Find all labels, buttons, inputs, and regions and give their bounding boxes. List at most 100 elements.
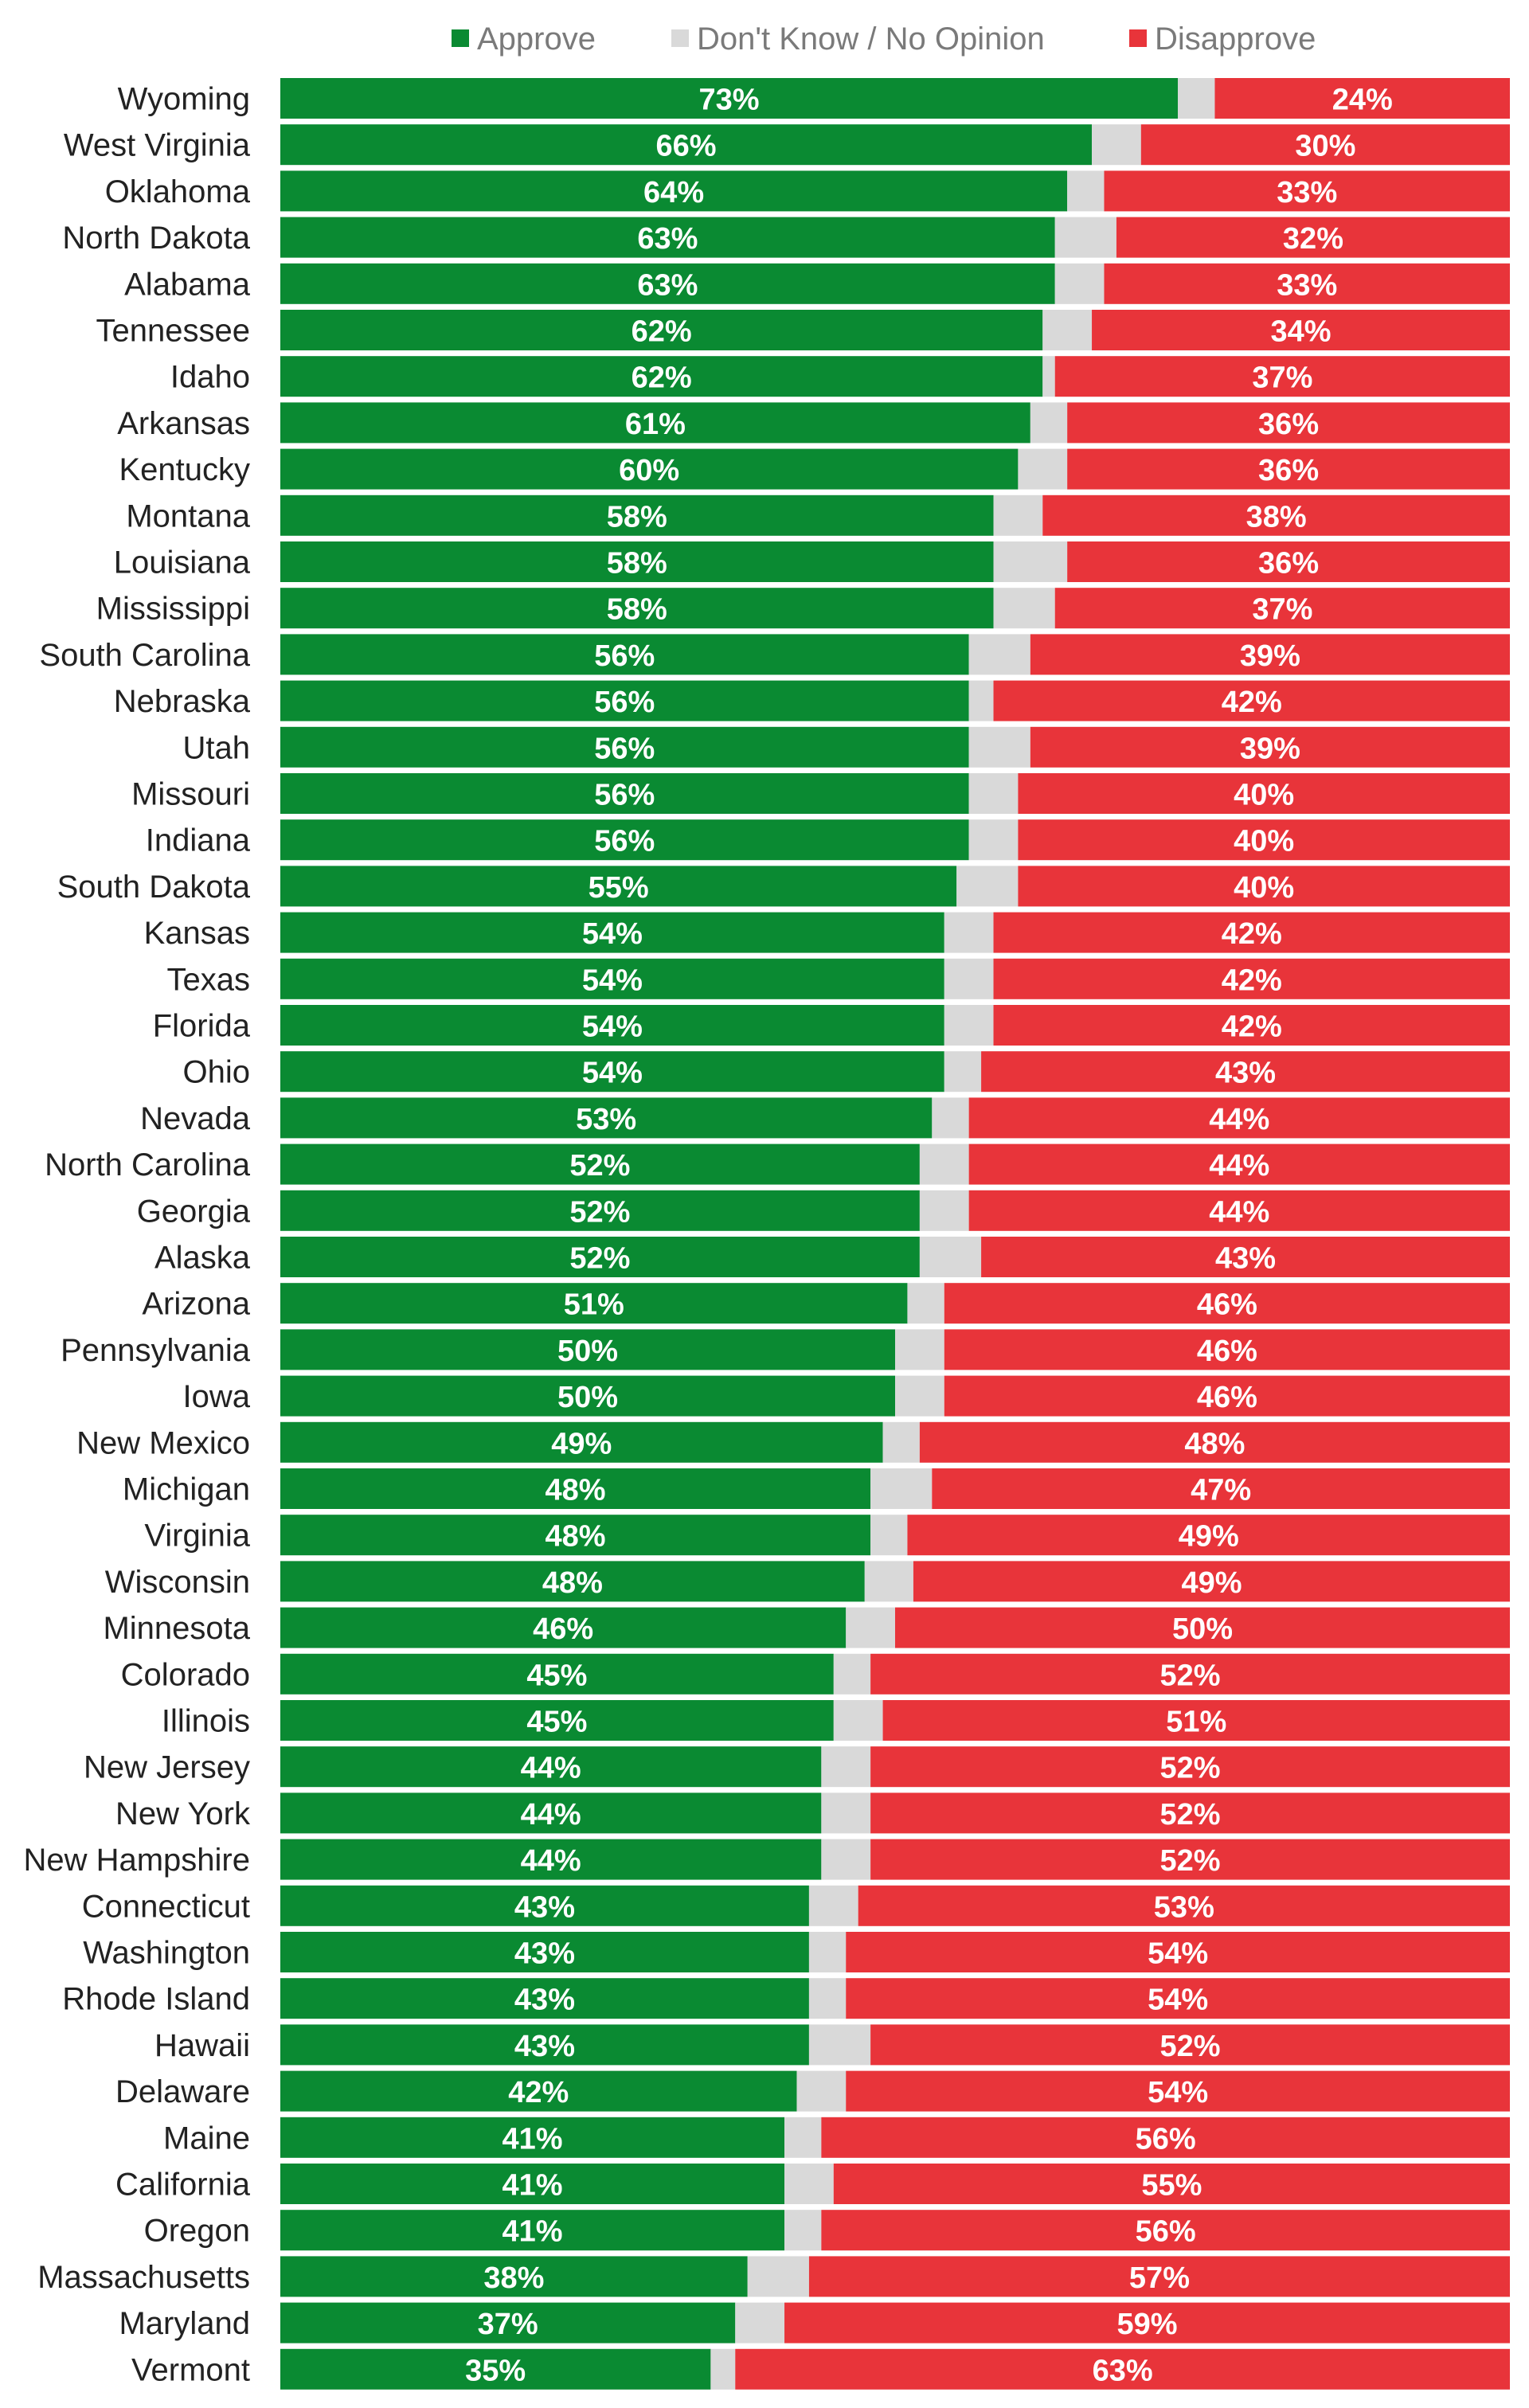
data-label-approve-south-dakota: 55% [589,871,649,905]
legend-swatch-approve [452,29,469,47]
data-label-disapprove-mississippi: 37% [1252,593,1312,627]
bar-disapprove-connecticut [858,1885,1510,1926]
bar-disapprove-vermont [735,2348,1510,2390]
category-label-arizona: Arizona [142,1287,250,1322]
bar-approve-delaware [280,2070,797,2112]
bar-disapprove-indiana [1018,819,1510,861]
category-label-south-carolina: South Carolina [39,638,250,673]
bar-disapprove-new-mexico [919,1421,1510,1463]
data-label-disapprove-montana: 38% [1246,500,1307,534]
category-label-indiana: Indiana [146,823,251,858]
data-label-approve-california: 41% [502,2169,562,2203]
bar-approve-indiana [280,819,969,861]
bar-approve-wisconsin [280,1561,865,1602]
data-label-disapprove-new-mexico: 48% [1184,1427,1245,1460]
bar-disapprove-louisiana [1067,541,1510,582]
bar-disapprove-arkansas [1067,402,1510,444]
bar-dont-know-north-carolina [919,1143,969,1185]
bar-disapprove-alabama [1104,263,1510,304]
category-label-florida: Florida [153,1009,251,1044]
bar-disapprove-south-dakota [1018,866,1510,907]
category-label-wyoming: Wyoming [118,82,250,117]
bar-approve-alabama [280,263,1055,304]
data-label-approve-connecticut: 43% [514,1890,575,1924]
bar-approve-south-dakota [280,866,957,907]
category-label-new-mexico: New Mexico [76,1425,250,1460]
data-label-approve-virginia: 48% [546,1520,606,1554]
bar-dont-know-montana [993,494,1043,536]
category-label-missouri: Missouri [131,777,250,812]
category-label-utah: Utah [183,730,251,765]
data-label-disapprove-oklahoma: 33% [1277,176,1337,209]
data-label-disapprove-louisiana: 36% [1258,547,1319,580]
bar-disapprove-west-virginia [1140,124,1510,166]
bar-dont-know-indiana [968,819,1019,861]
data-label-disapprove-alabama: 33% [1277,268,1337,302]
bar-dont-know-hawaii [808,2024,871,2066]
bar-approve-mississippi [280,588,994,629]
category-label-louisiana: Louisiana [114,545,251,580]
category-label-delaware: Delaware [115,2074,250,2109]
bar-approve-arizona [280,1283,908,1324]
bar-disapprove-tennessee [1092,310,1510,350]
bar-approve-maine [280,2117,785,2158]
data-label-disapprove-hawaii: 52% [1160,2030,1221,2063]
bar-dont-know-massachusetts [747,2256,809,2297]
data-label-disapprove-michigan: 47% [1191,1474,1251,1507]
category-label-kansas: Kansas [144,916,250,951]
data-label-disapprove-nebraska: 42% [1222,686,1282,719]
bar-approve-connecticut [280,1885,809,1926]
bar-dont-know-texas [944,958,994,999]
bar-disapprove-california [833,2164,1510,2204]
bar-disapprove-ohio [981,1051,1510,1093]
bar-dont-know-new-hampshire [821,1839,871,1880]
data-label-disapprove-kansas: 42% [1222,917,1282,951]
bar-dont-know-new-york [821,1792,871,1834]
data-label-disapprove-vermont: 63% [1093,2354,1153,2387]
category-label-vermont: Vermont [131,2352,250,2387]
data-label-approve-michigan: 48% [546,1474,606,1507]
data-label-approve-north-dakota: 63% [637,222,698,256]
bar-disapprove-nevada [968,1097,1510,1139]
data-label-approve-mississippi: 58% [607,593,667,627]
data-label-disapprove-idaho: 37% [1252,362,1312,395]
bar-disapprove-idaho [1054,356,1510,397]
data-label-disapprove-california: 55% [1141,2169,1202,2203]
bar-approve-georgia [280,1190,920,1231]
bar-approve-wyoming [280,78,1179,119]
bar-disapprove-maine [821,2117,1510,2158]
bar-approve-california [280,2164,785,2204]
data-label-disapprove-north-dakota: 32% [1283,222,1343,256]
bar-approve-nevada [280,1097,933,1139]
category-label-tennessee: Tennessee [96,314,250,349]
data-label-approve-maryland: 37% [478,2308,538,2341]
data-label-disapprove-wyoming: 24% [1332,84,1393,117]
data-label-approve-new-mexico: 49% [551,1427,612,1460]
bar-disapprove-arizona [944,1283,1510,1324]
category-label-mississippi: Mississippi [96,592,250,627]
bar-dont-know-wisconsin [864,1561,913,1602]
bar-approve-tennessee [280,310,1043,350]
bar-disapprove-north-dakota [1116,217,1510,258]
bar-disapprove-oklahoma [1104,170,1510,212]
bar-approve-kansas [280,912,944,953]
data-label-approve-pennsylvania: 50% [557,1335,618,1368]
data-label-approve-new-york: 44% [521,1798,581,1831]
data-label-approve-arizona: 51% [564,1288,624,1322]
bar-approve-iowa [280,1375,895,1417]
bar-approve-illinois [280,1700,834,1741]
bar-dont-know-tennessee [1042,310,1093,350]
data-label-disapprove-arizona: 46% [1197,1288,1257,1322]
bar-dont-know-alaska [919,1237,982,1277]
bar-approve-nebraska [280,680,969,721]
data-label-approve-idaho: 62% [632,362,692,395]
bar-approve-pennsylvania [280,1329,895,1370]
bar-disapprove-florida [993,1005,1510,1046]
category-label-minnesota: Minnesota [103,1611,250,1646]
bar-disapprove-wisconsin [913,1561,1510,1602]
bar-disapprove-washington [846,1932,1510,1972]
category-label-kentucky: Kentucky [119,452,250,487]
bar-disapprove-montana [1042,494,1510,536]
bar-disapprove-new-hampshire [870,1839,1510,1880]
data-label-approve-delaware: 42% [508,2076,569,2109]
